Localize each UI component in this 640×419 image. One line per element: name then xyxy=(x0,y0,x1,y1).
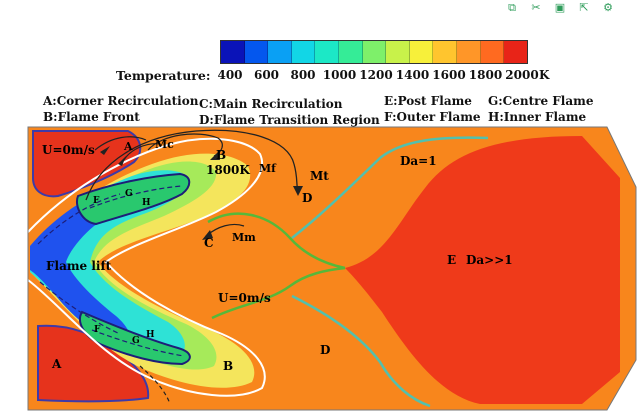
streamline-corner xyxy=(94,136,147,151)
label-mc: Mc xyxy=(155,138,174,151)
label-b-top: B xyxy=(216,148,226,162)
colorbar-segment xyxy=(315,41,340,63)
colorbar-segment xyxy=(457,41,481,63)
streamline-mc xyxy=(123,143,161,161)
legend-outer-flame: F:Outer Flame xyxy=(384,110,481,124)
colorbar-segment xyxy=(386,41,410,63)
label-c: C xyxy=(204,236,214,250)
label-f-top: F xyxy=(93,196,100,206)
colorbar-segment xyxy=(433,41,458,63)
colorbar-tick-label: 1000 xyxy=(322,68,357,82)
label-u-top: U=0m/s xyxy=(42,143,95,157)
colorbar-tick-label: 1800 xyxy=(468,68,503,82)
colorbar-tick-label: 400 xyxy=(217,68,243,82)
legend-inner-flame: H:Inner Flame xyxy=(488,110,587,124)
label-b-bottom: B xyxy=(223,359,233,373)
arrow-inner xyxy=(210,152,220,160)
centre-flame-line-top xyxy=(89,185,183,209)
label-u-mid: U=0m/s xyxy=(218,291,271,305)
label-mm: Mm xyxy=(232,231,256,244)
colorbar-tick-label: 600 xyxy=(253,68,280,82)
streamline-main xyxy=(85,129,299,201)
label-mf: Mf xyxy=(259,162,277,175)
label-h-top: H xyxy=(142,198,151,208)
label-d-top: D xyxy=(302,191,312,205)
legend-main-recirculation: C:Main Recirculation xyxy=(199,97,343,111)
label-mt: Mt xyxy=(310,169,329,183)
label-d-bottom: D xyxy=(320,343,330,357)
streamline-bottom xyxy=(139,365,171,405)
save-icon[interactable]: ▣ xyxy=(554,0,566,14)
legend-flame-front: B:Flame Front xyxy=(43,110,140,124)
arrow-mc xyxy=(118,156,126,166)
da1-line-lower xyxy=(291,294,431,408)
isotherm-1800k xyxy=(28,137,266,397)
transition-line-lower xyxy=(211,266,346,320)
colorbar-segment xyxy=(362,41,387,63)
legend-corner-recirculation: A:Corner Recirculation xyxy=(43,94,199,108)
arrow-c xyxy=(202,230,213,240)
streamline-inner xyxy=(147,133,223,157)
label-a-bottom: A xyxy=(51,357,62,371)
arrow-mt xyxy=(293,186,303,196)
label-da-big: Da>>1 xyxy=(466,253,513,267)
label-e: E xyxy=(447,253,456,267)
post-flame-region xyxy=(345,136,620,404)
centre-flame-line-bottom xyxy=(91,329,185,357)
colorbar-unit: K xyxy=(539,68,550,82)
colorbar-tick-label: 1200 xyxy=(359,68,393,82)
colorbar-title: Temperature: xyxy=(116,68,211,83)
colorbar-segment xyxy=(221,41,245,63)
label-1800k: 1800K xyxy=(206,163,250,177)
label-da1: Da=1 xyxy=(400,154,437,168)
colorbar-segment xyxy=(244,41,269,63)
flame-layer-blue xyxy=(30,185,139,344)
colorbar-tick-label: 1600 xyxy=(432,68,466,82)
temperature-colorbar xyxy=(220,40,528,64)
colorbar-tick-label: 1400 xyxy=(395,68,430,82)
colorbar-segment xyxy=(409,41,434,63)
label-h-bottom: H xyxy=(146,330,155,340)
label-flame-lift: Flame lift xyxy=(46,259,112,273)
label-g-bottom: G xyxy=(132,336,140,346)
legend-post-flame: E:Post Flame xyxy=(384,94,472,108)
colorbar-tick-label: 800 xyxy=(290,68,316,82)
colorbar-segment xyxy=(291,41,316,63)
corner-recirculation-bottom xyxy=(37,324,150,403)
cut-icon[interactable]: ✂ xyxy=(531,0,541,14)
outer-flame-line-top xyxy=(37,193,121,245)
toolbar: ⧉ ✂ ▣ ⇱ ⚙ xyxy=(502,0,618,14)
label-g-top: G xyxy=(125,189,133,199)
settings-icon[interactable]: ⚙ xyxy=(603,0,613,14)
legend-flame-transition: D:Flame Transition Region xyxy=(199,113,380,127)
colorbar-segment xyxy=(480,41,505,63)
colorbar-segment xyxy=(504,41,527,63)
colorbar-segment xyxy=(339,41,363,63)
da1-line-upper xyxy=(291,136,489,239)
outer-flame-line-bottom xyxy=(39,281,121,335)
label-f-bottom: F xyxy=(94,325,101,335)
transition-line-upper xyxy=(207,212,346,270)
arrow-corner xyxy=(100,146,110,155)
legend-centre-flame: G:Centre Flame xyxy=(488,94,594,108)
colorbar-segment xyxy=(268,41,292,63)
colorbar-tick-label: 2000 xyxy=(505,68,539,82)
copy-icon[interactable]: ⧉ xyxy=(508,0,516,14)
label-a-small: A xyxy=(123,140,133,153)
inner-flame-core-top xyxy=(76,172,191,226)
combustor-outline xyxy=(27,126,637,411)
colorbar-ticks: 400 600 800 1000 1200 1400 1600 1800 2000 xyxy=(206,68,546,84)
export-icon[interactable]: ⇱ xyxy=(579,0,589,14)
